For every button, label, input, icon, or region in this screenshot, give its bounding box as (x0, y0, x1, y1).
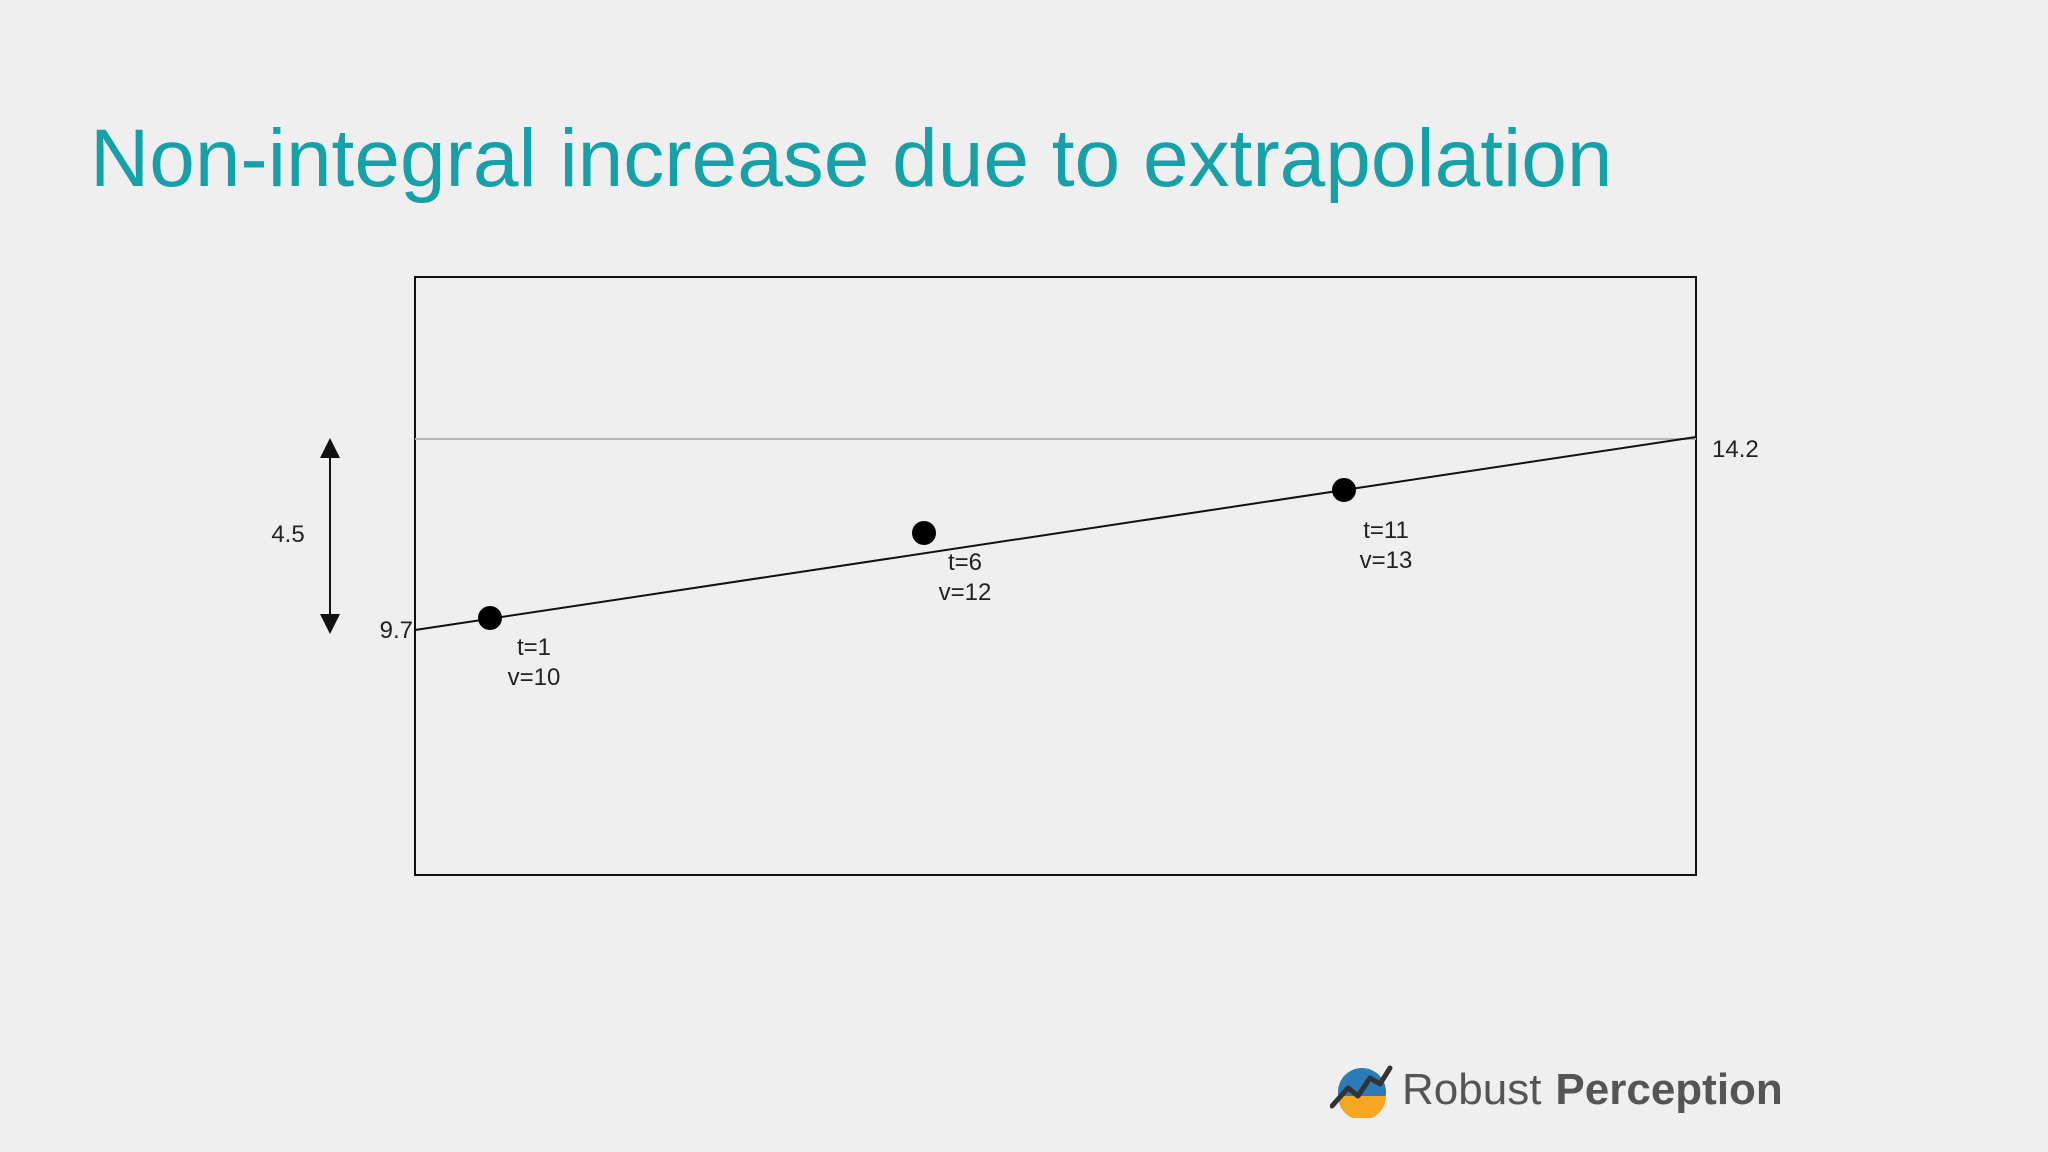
sample-point-2-t-label: t=6 (948, 549, 982, 576)
logo-text-bold: Perception (1555, 1065, 1783, 1114)
slide-title: Non-integral increase due to extrapolati… (90, 113, 1613, 204)
logo-text-light: Robust (1402, 1065, 1542, 1114)
sample-point-3-t-label: t=11 (1363, 517, 1409, 544)
sample-point-3-v-label: v=13 (1360, 547, 1413, 574)
sample-point-2 (912, 521, 936, 545)
sample-point-1-v-label: v=10 (508, 664, 561, 691)
rising-chart-logo-icon (1330, 1065, 1393, 1118)
fit-line (414, 436, 1697, 631)
sample-point-1 (478, 606, 502, 630)
fit-end-label: 14.2 (1712, 436, 1759, 463)
sample-point-1-t-label: t=1 (517, 634, 551, 661)
diagram-frame (414, 276, 1697, 876)
increase-label: 4.5 (271, 521, 304, 548)
sample-point-2-v-label: v=12 (939, 579, 992, 606)
sample-point-3 (1332, 478, 1356, 502)
fit-start-label: 9.7 (380, 617, 413, 644)
robust-perception-logo: Robust Perception (1330, 1060, 1783, 1120)
